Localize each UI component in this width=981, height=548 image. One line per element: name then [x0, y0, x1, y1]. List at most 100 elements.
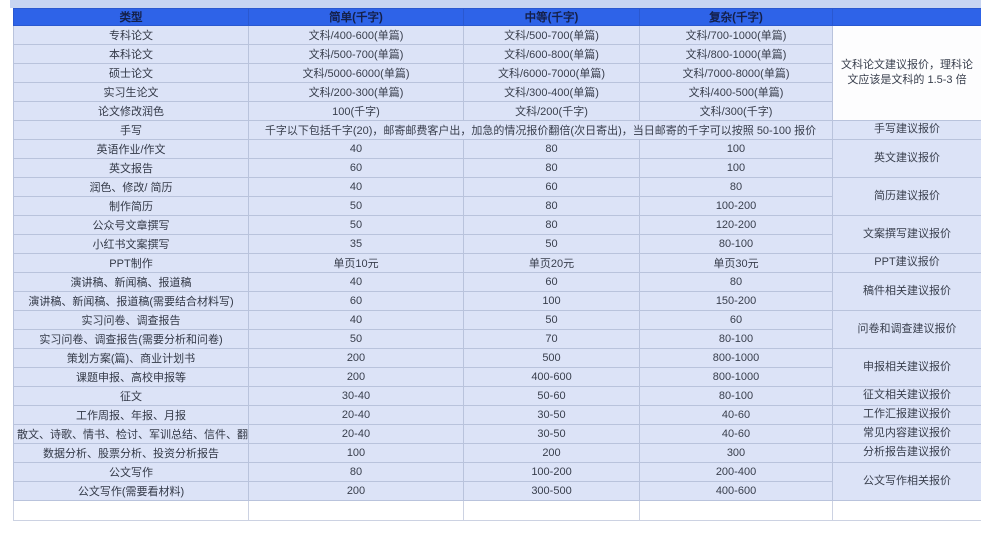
cell-complex[interactable]: 800-1000	[639, 348, 833, 368]
cell-simple[interactable]: 200	[248, 367, 464, 387]
cell-note[interactable]: 文案撰写建议报价	[832, 215, 981, 254]
cell-note[interactable]: 公文写作相关报价	[832, 462, 981, 501]
cell-type[interactable]: 实习问卷、调查报告(需要分析和问卷)	[13, 329, 249, 349]
cell-complex[interactable]: 150-200	[639, 291, 833, 311]
cell-medium[interactable]: 70	[463, 329, 640, 349]
cell-type[interactable]: 征文	[13, 386, 249, 406]
cell-complex[interactable]: 200-400	[639, 462, 833, 482]
cell-type[interactable]: 实习生论文	[13, 82, 249, 102]
cell-type[interactable]: 英文报告	[13, 158, 249, 178]
cell-type[interactable]: 工作周报、年报、月报	[13, 405, 249, 425]
cell-type[interactable]: 散文、诗歌、情书、检讨、军训总结、信件、翻译等	[13, 424, 249, 444]
cell-simple[interactable]: 60	[248, 291, 464, 311]
cell-type[interactable]: 数据分析、股票分析、投资分析报告	[13, 443, 249, 463]
cell-simple[interactable]: 20-40	[248, 424, 464, 444]
cell-simple[interactable]: 60	[248, 158, 464, 178]
header-cell-0[interactable]: 类型	[13, 8, 249, 26]
header-cell-4[interactable]	[832, 8, 981, 26]
cell-note[interactable]: 工作汇报建议报价	[832, 405, 981, 425]
cell-medium[interactable]: 400-600	[463, 367, 640, 387]
cell-simple[interactable]: 200	[248, 481, 464, 501]
cell-type[interactable]: 英语作业/作文	[13, 139, 249, 159]
cell-simple[interactable]: 30-40	[248, 386, 464, 406]
header-cell-2[interactable]: 中等(千字)	[463, 8, 640, 26]
cell-complex[interactable]: 60	[639, 310, 833, 330]
cell-simple[interactable]: 50	[248, 196, 464, 216]
cell-simple[interactable]: 80	[248, 462, 464, 482]
cell-complex[interactable]: 文科/700-1000(单篇)	[639, 25, 833, 45]
cell-simple[interactable]: 200	[248, 348, 464, 368]
cell-note[interactable]: 申报相关建议报价	[832, 348, 981, 387]
header-cell-3[interactable]: 复杂(千字)	[639, 8, 833, 26]
empty-cell[interactable]	[639, 500, 833, 521]
cell-medium[interactable]: 文科/200(千字)	[463, 101, 640, 121]
cell-type[interactable]: 实习问卷、调查报告	[13, 310, 249, 330]
cell-type[interactable]: 本科论文	[13, 44, 249, 64]
cell-complex[interactable]: 100	[639, 158, 833, 178]
cell-simple[interactable]: 20-40	[248, 405, 464, 425]
cell-type[interactable]: 课题申报、高校申报等	[13, 367, 249, 387]
cell-simple[interactable]: 单页10元	[248, 253, 464, 273]
cell-simple[interactable]: 40	[248, 139, 464, 159]
cell-complex[interactable]: 80-100	[639, 386, 833, 406]
cell-type[interactable]: 公文写作(需要看材料)	[13, 481, 249, 501]
cell-medium[interactable]: 30-50	[463, 405, 640, 425]
cell-simple[interactable]: 文科/5000-6000(单篇)	[248, 63, 464, 83]
cell-note[interactable]: 问卷和调查建议报价	[832, 310, 981, 349]
cell-medium[interactable]: 单页20元	[463, 253, 640, 273]
cell-medium[interactable]: 文科/6000-7000(单篇)	[463, 63, 640, 83]
cell-note[interactable]: 简历建议报价	[832, 177, 981, 216]
cell-simple[interactable]: 50	[248, 215, 464, 235]
cell-complex[interactable]: 文科/7000-8000(单篇)	[639, 63, 833, 83]
cell-simple[interactable]: 100(千字)	[248, 101, 464, 121]
cell-note[interactable]: 手写建议报价	[832, 120, 981, 140]
cell-complex[interactable]: 40-60	[639, 405, 833, 425]
cell-note[interactable]: 征文相关建议报价	[832, 386, 981, 406]
cell-simple[interactable]: 文科/200-300(单篇)	[248, 82, 464, 102]
cell-medium[interactable]: 500	[463, 348, 640, 368]
cell-simple[interactable]: 40	[248, 310, 464, 330]
cell-medium[interactable]: 文科/500-700(单篇)	[463, 25, 640, 45]
cell-complex[interactable]: 800-1000	[639, 367, 833, 387]
cell-medium[interactable]: 文科/600-800(单篇)	[463, 44, 640, 64]
cell-simple[interactable]: 35	[248, 234, 464, 254]
cell-medium[interactable]: 60	[463, 272, 640, 292]
cell-complex[interactable]: 100-200	[639, 196, 833, 216]
cell-medium[interactable]: 80	[463, 215, 640, 235]
cell-medium[interactable]: 100-200	[463, 462, 640, 482]
cell-simple[interactable]: 40	[248, 177, 464, 197]
cell-medium[interactable]: 200	[463, 443, 640, 463]
cell-medium[interactable]: 50	[463, 310, 640, 330]
cell-complex[interactable]: 文科/800-1000(单篇)	[639, 44, 833, 64]
cell-medium[interactable]: 100	[463, 291, 640, 311]
cell-note[interactable]: 文科论文建议报价，理科论文应该是文科的 1.5-3 倍	[832, 25, 981, 121]
cell-type[interactable]: 手写	[13, 120, 249, 140]
cell-simple[interactable]: 100	[248, 443, 464, 463]
cell-complex[interactable]: 文科/300(千字)	[639, 101, 833, 121]
header-cell-1[interactable]: 简单(千字)	[248, 8, 464, 26]
cell-type[interactable]: 演讲稿、新闻稿、报道稿(需要结合材料写)	[13, 291, 249, 311]
cell-complex[interactable]: 400-600	[639, 481, 833, 501]
cell-complex[interactable]: 单页30元	[639, 253, 833, 273]
cell-type[interactable]: 论文修改润色	[13, 101, 249, 121]
empty-cell[interactable]	[832, 500, 981, 521]
cell-medium[interactable]: 60	[463, 177, 640, 197]
cell-type[interactable]: 小红书文案撰写	[13, 234, 249, 254]
cell-note[interactable]: PPT建议报价	[832, 253, 981, 273]
cell-complex[interactable]: 100	[639, 139, 833, 159]
cell-simple[interactable]: 40	[248, 272, 464, 292]
cell-merged-note[interactable]: 千字以下包括千字(20)，邮寄邮费客户出，加急的情况报价翻倍(次日寄出)，当日邮…	[248, 120, 833, 140]
cell-type[interactable]: 硕士论文	[13, 63, 249, 83]
cell-medium[interactable]: 50-60	[463, 386, 640, 406]
cell-medium[interactable]: 30-50	[463, 424, 640, 444]
cell-complex[interactable]: 80-100	[639, 234, 833, 254]
cell-medium[interactable]: 50	[463, 234, 640, 254]
empty-cell[interactable]	[463, 500, 640, 521]
cell-note[interactable]: 英文建议报价	[832, 139, 981, 178]
cell-type[interactable]: 演讲稿、新闻稿、报道稿	[13, 272, 249, 292]
cell-type[interactable]: 公众号文章撰写	[13, 215, 249, 235]
cell-complex[interactable]: 文科/400-500(单篇)	[639, 82, 833, 102]
cell-medium[interactable]: 80	[463, 196, 640, 216]
cell-type[interactable]: 制作简历	[13, 196, 249, 216]
cell-simple[interactable]: 文科/500-700(单篇)	[248, 44, 464, 64]
